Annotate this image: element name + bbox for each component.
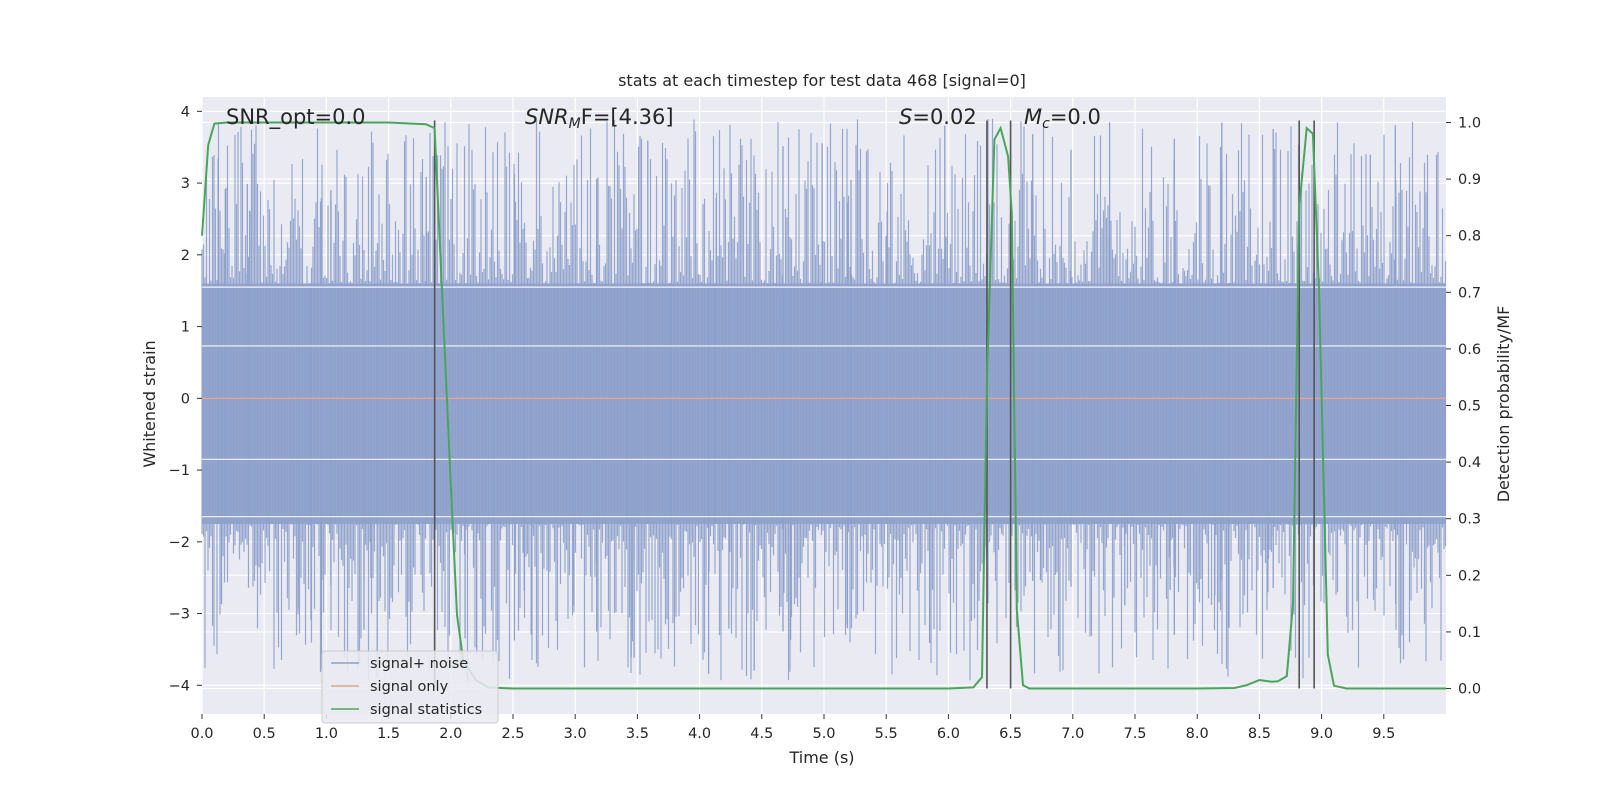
mc-sub: c <box>1042 116 1050 132</box>
snr-mf-value: F=[4.36] <box>581 105 674 129</box>
x-tick-label: 6.0 <box>937 726 960 742</box>
x-tick-label: 9.5 <box>1372 726 1395 742</box>
x-tick-label: 7.0 <box>1061 726 1084 742</box>
y-right-tick-label: 0.2 <box>1458 568 1481 584</box>
chart-title: stats at each timestep for test data 468… <box>618 71 1026 90</box>
x-tick-label: 5.0 <box>812 726 835 742</box>
y-right-tick-label: 1.0 <box>1458 115 1481 131</box>
x-tick-label: 4.0 <box>688 726 711 742</box>
snr-mf-annotation: SNRMF=[4.36] <box>525 105 674 132</box>
y-tick-label: −4 <box>169 678 190 694</box>
x-tick-label: 6.5 <box>999 726 1022 742</box>
noise-series <box>201 118 1447 682</box>
y-axis-ticks: 4 3 2 1 0 −1 −2 −3 −4 <box>169 104 202 694</box>
x-tick-label: 4.5 <box>750 726 773 742</box>
legend-label-signal-only: signal only <box>370 679 449 695</box>
s-label: S <box>899 105 912 129</box>
x-tick-label: 0.5 <box>253 726 276 742</box>
y-tick-label: 4 <box>181 104 190 120</box>
legend-label-statistics: signal statistics <box>370 702 482 718</box>
legend: signal+ noise signal only signal statist… <box>321 650 499 724</box>
y-right-tick-label: 0.3 <box>1458 512 1481 528</box>
noise-peaks <box>217 122 1404 678</box>
snr-mf-sub: M <box>569 116 581 132</box>
mc-value: =0.0 <box>1050 105 1101 129</box>
y-tick-label: −2 <box>169 535 190 551</box>
x-tick-label: 2.5 <box>501 726 524 742</box>
mc-annotation: Mc=0.0 <box>1024 105 1101 132</box>
x-tick-label: 2.0 <box>439 726 462 742</box>
snr-mf-label: SNR <box>525 105 569 129</box>
y-axis-label: Whitened strain <box>140 340 159 467</box>
y-right-tick-label: 0.8 <box>1458 229 1481 245</box>
x-tick-label: 9.0 <box>1310 726 1333 742</box>
x-tick-label: 7.5 <box>1123 726 1146 742</box>
x-tick-label: 5.5 <box>875 726 898 742</box>
y-tick-label: 2 <box>181 248 190 264</box>
y-right-tick-label: 0.9 <box>1458 172 1481 188</box>
x-tick-label: 8.5 <box>1248 726 1271 742</box>
y-right-axis-ticks: 1.0 0.9 0.8 0.7 0.6 0.5 0.4 0.3 0.2 0.1 0.0 <box>1446 115 1481 698</box>
s-value: =0.02 <box>912 105 976 129</box>
y-right-tick-label: 0.1 <box>1458 625 1481 641</box>
y-right-tick-label: 0.4 <box>1458 455 1481 471</box>
x-axis-ticks: 0.0 0.5 1.0 1.5 2.0 2.5 3.0 3.5 4.0 4.5 5.0 5.5 6.0 6… <box>190 714 1395 742</box>
y-tick-label: 3 <box>181 176 190 192</box>
y-right-tick-label: 0.0 <box>1458 682 1481 698</box>
y-right-tick-label: 0.7 <box>1458 285 1481 301</box>
x-tick-label: 1.0 <box>315 726 338 742</box>
x-axis-label: Time (s) <box>788 748 854 767</box>
y-right-tick-label: 0.5 <box>1458 399 1481 415</box>
s-annotation: S=0.02 <box>899 105 977 129</box>
signal-statistics-line <box>201 121 1446 690</box>
y-right-tick-label: 0.6 <box>1458 342 1481 358</box>
y-tick-label: 1 <box>181 320 190 336</box>
y-right-axis-label: Detection probability/MF <box>1494 306 1513 503</box>
snr-opt-annotation: SNR_opt=0.0 <box>226 105 366 130</box>
x-tick-label: 0.0 <box>190 726 213 742</box>
x-tick-label: 1.5 <box>377 726 400 742</box>
legend-box <box>321 650 499 724</box>
x-tick-label: 3.0 <box>564 726 587 742</box>
x-tick-label: 3.5 <box>626 726 649 742</box>
y-tick-label: 0 <box>181 391 190 407</box>
mc-label: M <box>1024 105 1042 129</box>
y-tick-label: −3 <box>169 607 190 623</box>
legend-label-noise: signal+ noise <box>370 656 468 672</box>
y-tick-label: −1 <box>169 463 190 479</box>
x-tick-label: 8.0 <box>1186 726 1209 742</box>
